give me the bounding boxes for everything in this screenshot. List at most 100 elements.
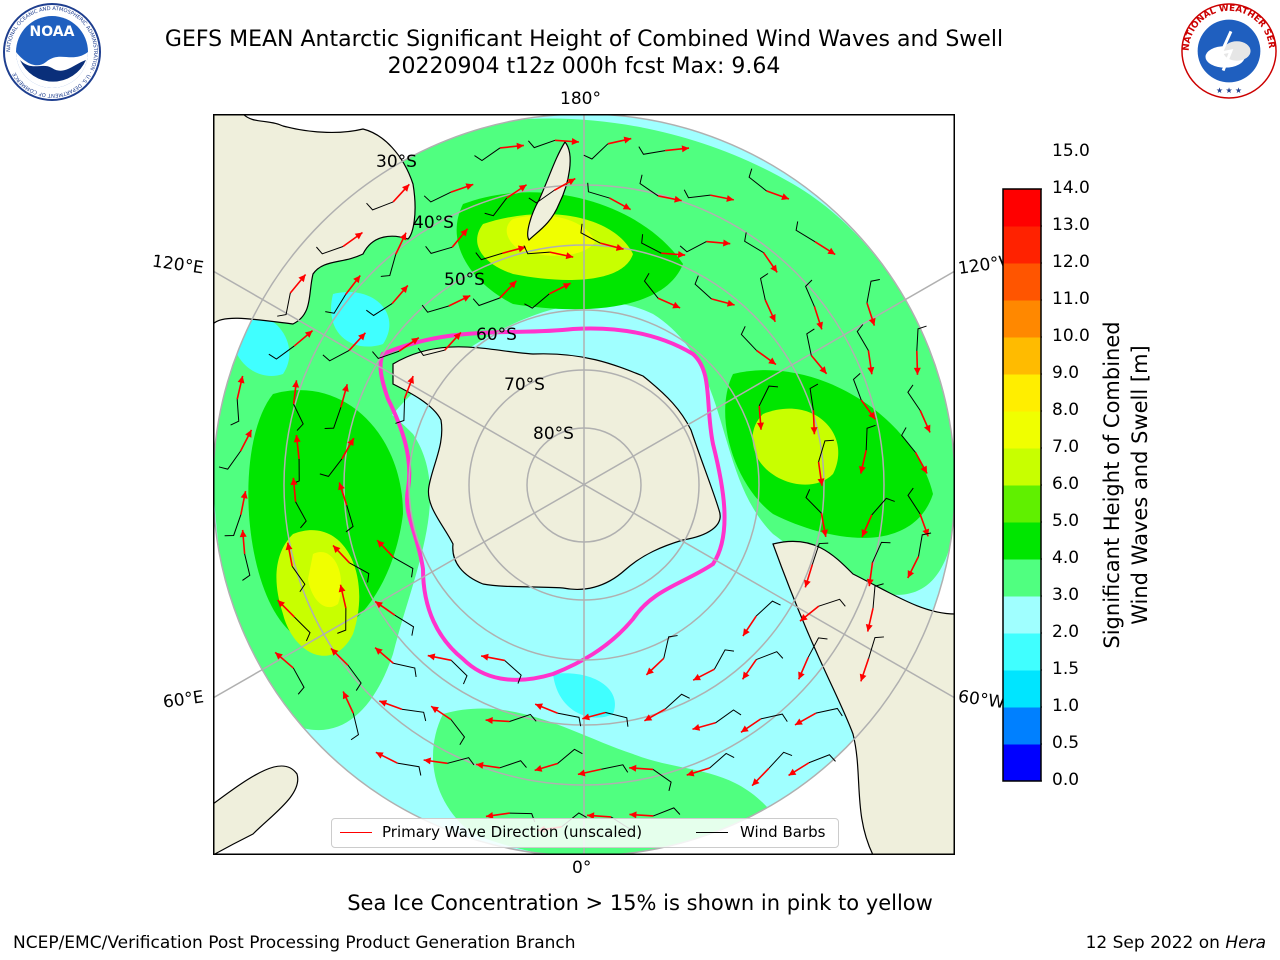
wind-barb <box>557 712 582 727</box>
wave-direction-arrowhead <box>922 528 930 537</box>
wind-barb <box>760 713 788 722</box>
wave-direction-arrowhead <box>827 247 836 255</box>
colorbar-title-line1: Significant Height of Combined <box>1100 321 1124 649</box>
wind-barb <box>527 139 556 149</box>
wind-barb <box>423 191 451 203</box>
colorbar-tick-label: 11.0 <box>1052 289 1090 309</box>
wind-barb <box>395 398 406 424</box>
colorbar-tick-label: 15.0 <box>1052 141 1090 161</box>
wind-barb <box>758 385 779 407</box>
wave-direction-arrowhead <box>681 145 690 153</box>
wave-direction-arrowhead <box>427 653 436 661</box>
wave-direction-arrowhead <box>672 301 681 309</box>
wind-barb <box>740 326 757 351</box>
wind-barb <box>653 807 681 817</box>
wind-barb <box>224 514 242 537</box>
wind-barb <box>372 350 400 360</box>
map-legend: Primary Wave Direction (unscaled) Wind B… <box>331 818 839 848</box>
wave-direction-arrowhead <box>769 313 776 322</box>
wind-barb <box>295 501 307 529</box>
wave-direction-arrowhead <box>330 648 339 656</box>
wind-barb <box>380 254 397 277</box>
wind-barb <box>795 221 816 243</box>
wind-barb <box>347 664 362 691</box>
wave-direction-arrowhead <box>804 579 811 588</box>
polar-stereographic-map <box>213 114 955 855</box>
wave-direction-arrowhead <box>481 653 489 661</box>
colorbar-tick-label: 8.0 <box>1052 400 1080 420</box>
wind-barb <box>683 189 711 199</box>
colorbar-tick-label: 9.0 <box>1052 363 1080 383</box>
colorbar-segment <box>1003 559 1041 597</box>
wave-direction-arrowhead <box>865 623 873 632</box>
wave-direction-arrowhead <box>347 438 354 446</box>
wind-barb <box>325 294 347 314</box>
lon-label-60e: 60°E <box>161 687 206 713</box>
wind-barb <box>345 505 354 533</box>
wave-direction-arrowhead <box>821 529 828 537</box>
wave-direction-arrowhead <box>411 337 419 345</box>
wave-direction-arrowhead <box>770 264 778 273</box>
wave-direction-arrowhead <box>788 768 797 776</box>
colorbar-segment <box>1003 522 1041 560</box>
wave-direction-arrowhead <box>868 411 876 420</box>
colorbar-segment <box>1003 707 1041 745</box>
wind-barb <box>417 347 445 357</box>
australia <box>213 114 416 325</box>
wave-direction-arrowhead <box>462 295 471 302</box>
wave-direction-arrowhead <box>623 136 632 144</box>
wave-direction-arrowhead <box>923 424 931 433</box>
wind-barb <box>756 651 784 661</box>
colorbar-tick-label: 1.5 <box>1052 659 1080 679</box>
lat-label-50s: 50°S <box>444 270 485 290</box>
wind-barb <box>557 748 583 764</box>
wave-direction-arrowhead <box>571 138 579 145</box>
wind-barb <box>319 458 343 477</box>
wave-direction-arrowhead <box>920 465 928 474</box>
wind-barb <box>366 201 394 211</box>
wave-direction-arrowhead <box>726 299 735 307</box>
wave-direction-arrowhead <box>290 477 298 486</box>
wind-barb <box>394 614 415 636</box>
wave-direction-arrowhead <box>742 671 750 680</box>
wind-barb <box>638 146 666 155</box>
wave-direction-arrowhead <box>375 601 383 609</box>
wind-barb <box>809 383 819 411</box>
wave-direction-arrowhead <box>752 778 760 786</box>
wave-direction-label: Primary Wave Direction (unscaled) <box>382 823 643 841</box>
colorbar-tick-label: 0.0 <box>1052 770 1080 790</box>
colorbar-title: Significant Height of Combined Wind Wave… <box>1098 285 1158 685</box>
colorbar-tick-label: 14.0 <box>1052 178 1090 198</box>
wave-direction-arrowhead <box>453 332 461 340</box>
wave-direction-arrowhead <box>907 570 915 578</box>
wind-barb <box>868 636 884 659</box>
wind-barb <box>421 304 449 313</box>
wave-direction-arrowhead <box>615 244 624 251</box>
wave-direction-arrowhead <box>781 193 789 200</box>
wind-barb <box>755 600 781 617</box>
colorbar-tick-label: 10.0 <box>1052 326 1090 346</box>
footer-date-text: 12 Sep 2022 on <box>1085 933 1220 953</box>
wave-direction-arrowhead <box>562 283 571 290</box>
wave-direction-arrowhead <box>819 366 827 374</box>
wave-direction-arrowhead <box>742 628 750 636</box>
wind-barb <box>580 223 601 244</box>
wave-direction-arrowhead <box>629 811 637 819</box>
wave-direction-arrowhead <box>567 178 576 186</box>
wave-direction-arrowhead <box>375 647 383 655</box>
wave-direction-arrowhead <box>431 706 439 714</box>
wave-direction-arrowhead <box>757 422 765 430</box>
colorbar <box>1002 188 1042 782</box>
colorbar-tick-label: 0.5 <box>1052 733 1080 753</box>
wind-barb <box>907 384 921 411</box>
wind-barb <box>294 616 311 642</box>
wind-barb <box>815 707 843 717</box>
wave-direction-arrowhead <box>277 600 285 608</box>
wind-barb <box>916 325 927 351</box>
africa <box>213 765 299 855</box>
new-zealand <box>527 140 571 241</box>
colorbar-tick-label: 13.0 <box>1052 215 1090 235</box>
colorbar-segment <box>1003 189 1041 227</box>
wind-barb <box>523 245 550 255</box>
wind-barb <box>474 147 501 162</box>
